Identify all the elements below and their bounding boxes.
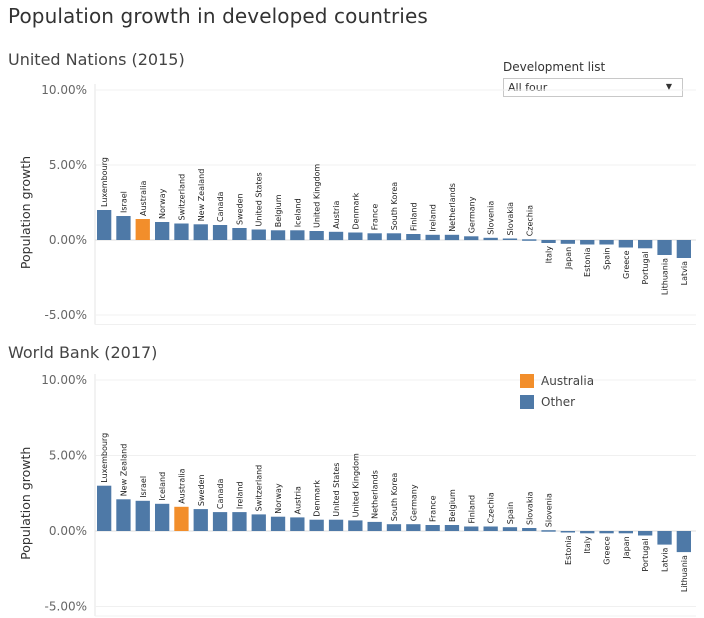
- bar-slovenia[interactable]: [483, 237, 498, 241]
- bar-label: Austria: [332, 200, 341, 228]
- page-title: Population growth in developed countries: [8, 4, 428, 28]
- bar-label: France: [371, 204, 380, 231]
- bar-label: Spain: [603, 248, 612, 270]
- y-tick-label: 5.00%: [49, 158, 87, 172]
- legend: Australia Other: [520, 370, 594, 412]
- bar-label: Belgium: [274, 194, 283, 227]
- y-tick-label: 0.00%: [49, 233, 87, 247]
- bar-label: Estonia: [583, 247, 592, 277]
- bar-label: Finland: [409, 202, 418, 231]
- bar-label: Sweden: [235, 193, 244, 225]
- filter-label: Development list: [503, 60, 606, 74]
- bar-united-states[interactable]: [251, 229, 266, 241]
- y-tick-label: 10.00%: [41, 83, 87, 97]
- bar-australia[interactable]: [135, 219, 150, 240]
- bar-new-zealand[interactable]: [193, 224, 208, 241]
- development-list-dropdown[interactable]: All four ▼: [503, 78, 683, 97]
- bar-germany[interactable]: [464, 236, 479, 241]
- dropdown-selected-value: All four: [508, 81, 548, 94]
- bar-label: Luxembourg: [100, 157, 109, 207]
- bar-lithuania[interactable]: [657, 240, 672, 255]
- bar-label: Latvia: [680, 261, 689, 285]
- bar-label: United States: [255, 172, 264, 226]
- bar-israel[interactable]: [116, 216, 131, 240]
- bar-label: Netherlands: [448, 183, 457, 232]
- bar-france[interactable]: [367, 233, 382, 241]
- chart-title-un: United Nations (2015): [8, 50, 185, 69]
- bar-label: Slovakia: [506, 202, 515, 236]
- bar-luxembourg[interactable]: [97, 210, 112, 240]
- bar-label: Lithuania: [661, 258, 670, 295]
- bar-label: Denmark: [351, 192, 360, 229]
- bar-label: Iceland: [293, 198, 302, 227]
- legend-label: Australia: [541, 373, 595, 388]
- bar-denmark[interactable]: [348, 232, 363, 241]
- bar-label: Czechia: [525, 205, 534, 236]
- bar-united-kingdom[interactable]: [309, 231, 324, 240]
- y-axis-label: Population growth: [18, 156, 33, 269]
- bar-label: Japan: [564, 247, 573, 270]
- bar-spain[interactable]: [599, 240, 614, 245]
- bar-finland[interactable]: [406, 234, 421, 240]
- legend-item-other[interactable]: Other: [520, 391, 594, 412]
- bar-label: Slovenia: [487, 201, 496, 235]
- bar-portugal[interactable]: [638, 240, 653, 249]
- bar-austria[interactable]: [328, 231, 344, 241]
- bar-label: United Kingdom: [313, 164, 322, 228]
- bar-belgium[interactable]: [270, 230, 286, 241]
- bar-estonia[interactable]: [580, 240, 595, 245]
- bar-latvia[interactable]: [676, 240, 691, 258]
- dropdown-arrow-icon[interactable]: ▼: [665, 82, 672, 91]
- bar-label: Norway: [158, 188, 167, 219]
- bar-south-korea[interactable]: [386, 233, 402, 241]
- bar-greece[interactable]: [618, 240, 633, 248]
- bar-label: Switzerland: [178, 174, 187, 221]
- bar-label: Canada: [216, 191, 225, 222]
- legend-swatch-other: [520, 394, 534, 409]
- bar-label: New Zealand: [197, 169, 206, 222]
- bar-iceland[interactable]: [290, 230, 305, 241]
- bar-label: Australia: [139, 181, 148, 216]
- bar-label: Greece: [622, 250, 631, 279]
- y-tick-label: -5.00%: [45, 308, 87, 322]
- bar-label: Israel: [120, 191, 129, 213]
- bar-japan[interactable]: [560, 240, 575, 244]
- bar-italy[interactable]: [541, 240, 556, 243]
- bar-netherlands[interactable]: [444, 234, 460, 241]
- bar-switzerland[interactable]: [174, 223, 189, 241]
- bar-norway[interactable]: [155, 222, 170, 240]
- bar-slovakia[interactable]: [502, 238, 518, 241]
- legend-label: Other: [541, 394, 576, 409]
- bar-sweden[interactable]: [232, 228, 247, 240]
- chart-title-wb: World Bank (2017): [8, 343, 158, 362]
- bar-ireland[interactable]: [425, 234, 440, 241]
- bar-label: Italy: [545, 246, 554, 264]
- bar-label: Germany: [467, 196, 476, 233]
- legend-swatch-australia: [520, 373, 534, 388]
- bar-label: Ireland: [429, 204, 438, 232]
- bar-label: South Korea: [390, 182, 399, 231]
- bar-canada[interactable]: [212, 225, 228, 240]
- bar-czechia[interactable]: [522, 239, 537, 241]
- bar-label: Portugal: [641, 251, 650, 284]
- legend-item-australia[interactable]: Australia: [520, 370, 594, 391]
